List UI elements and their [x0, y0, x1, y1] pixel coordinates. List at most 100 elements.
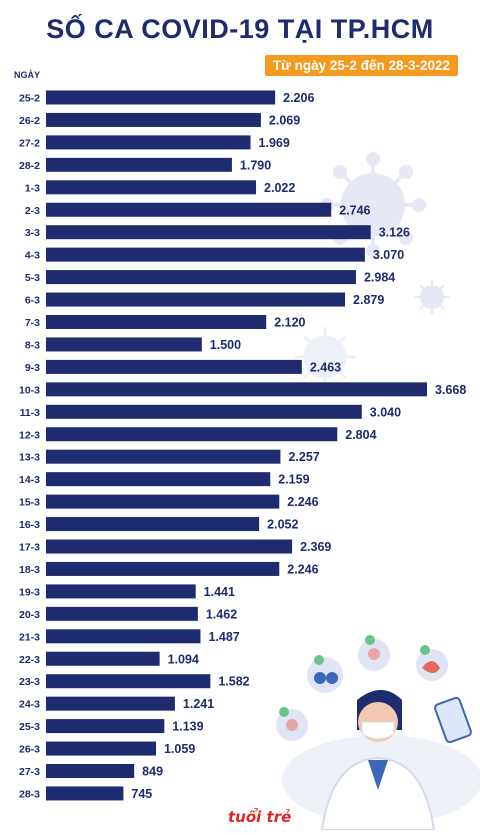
category-label: 24-3 [19, 699, 40, 711]
value-label: 1.059 [164, 742, 195, 756]
category-label: 6-3 [25, 295, 40, 307]
category-label: 17-3 [19, 542, 40, 554]
bar [46, 449, 281, 464]
bar [46, 696, 175, 711]
chart-title: SỐ CA COVID-19 TẠI TP.HCM [46, 14, 434, 44]
value-label: 2.206 [283, 91, 314, 105]
bar [46, 786, 124, 801]
category-label: 8-3 [25, 339, 40, 351]
value-label: 3.070 [373, 248, 404, 262]
category-label: 11-3 [20, 407, 41, 419]
value-label: 1.241 [183, 697, 214, 711]
bar [46, 270, 356, 285]
value-label: 1.094 [168, 652, 199, 666]
bar [46, 539, 293, 554]
bar [46, 337, 202, 352]
bar [46, 382, 427, 397]
category-label: 18-3 [19, 564, 40, 576]
bar [46, 561, 280, 576]
bar [46, 606, 198, 621]
value-label: 849 [142, 765, 163, 779]
bar [46, 292, 346, 307]
bar [46, 764, 135, 778]
category-label: 26-2 [19, 115, 40, 127]
category-label: 28-2 [19, 160, 40, 172]
category-label: 2-3 [25, 205, 40, 217]
category-label: 27-2 [19, 137, 40, 149]
category-label: 20-3 [19, 609, 40, 621]
bar [46, 359, 302, 374]
category-label: 10-3 [19, 384, 40, 396]
category-label: 21-3 [19, 631, 40, 643]
bar [46, 202, 332, 217]
value-label: 2.369 [300, 540, 331, 554]
value-label: 2.120 [274, 316, 305, 330]
virus-icon-small [415, 280, 449, 314]
value-label: 2.246 [287, 495, 318, 509]
category-label: 4-3 [25, 250, 40, 262]
virus-icon-faint [295, 327, 355, 387]
value-label: 2.246 [287, 562, 318, 576]
bar [46, 180, 257, 195]
value-label: 2.159 [278, 473, 309, 487]
bar [46, 112, 261, 127]
category-label: 14-3 [19, 474, 40, 486]
bar [46, 741, 156, 756]
category-label: 12-3 [19, 429, 40, 441]
value-label: 1.582 [218, 675, 249, 689]
bar [46, 427, 338, 442]
doctor-illustration [276, 635, 480, 830]
bar [46, 674, 211, 689]
value-label: 3.668 [435, 383, 466, 397]
category-label: 26-3 [19, 744, 40, 756]
bar [46, 494, 280, 509]
value-label: 1.500 [210, 338, 241, 352]
value-label: 2.879 [353, 293, 384, 307]
value-label: 1.462 [206, 607, 237, 621]
category-label: 9-3 [25, 362, 40, 374]
bar [46, 315, 267, 329]
bar [46, 247, 365, 262]
brand-logo: tuổi trẻ [228, 808, 292, 826]
category-label: 22-3 [19, 654, 40, 666]
value-label: 1.790 [240, 158, 271, 172]
category-label: 7-3 [25, 317, 40, 329]
bar [46, 404, 362, 419]
value-label: 1.139 [172, 720, 203, 734]
category-label: 1-3 [25, 182, 40, 194]
value-label: 2.069 [269, 113, 300, 127]
category-label: 27-3 [19, 766, 40, 778]
category-label: 28-3 [19, 788, 40, 800]
category-label: 19-3 [19, 586, 40, 598]
value-label: 2.804 [345, 428, 376, 442]
category-label: 5-3 [25, 272, 40, 284]
value-label: 3.126 [379, 226, 410, 240]
bar [46, 157, 232, 172]
value-label: 2.022 [264, 181, 295, 195]
virus-icon [320, 152, 426, 258]
bar [46, 651, 160, 666]
category-label: 25-2 [19, 93, 40, 105]
category-label: 15-3 [19, 497, 40, 509]
bar [46, 629, 201, 644]
bar [46, 225, 371, 240]
bar [46, 719, 165, 734]
y-axis-title: NGÀY [14, 70, 41, 80]
category-label: 16-3 [19, 519, 40, 531]
value-label: 1.969 [259, 136, 290, 150]
value-label: 2.746 [339, 203, 370, 217]
value-label: 2.052 [267, 518, 298, 532]
value-label: 2.257 [288, 450, 319, 464]
category-label: 3-3 [25, 227, 40, 239]
value-label: 2.984 [364, 271, 395, 285]
value-label: 2.463 [310, 360, 341, 374]
category-label: 25-3 [19, 721, 40, 733]
bar [46, 90, 276, 105]
category-label: 23-3 [19, 676, 40, 688]
value-label: 1.487 [208, 630, 239, 644]
bar [46, 584, 196, 599]
category-label: 13-3 [19, 452, 40, 464]
value-label: 1.441 [204, 585, 235, 599]
bar [46, 135, 251, 150]
